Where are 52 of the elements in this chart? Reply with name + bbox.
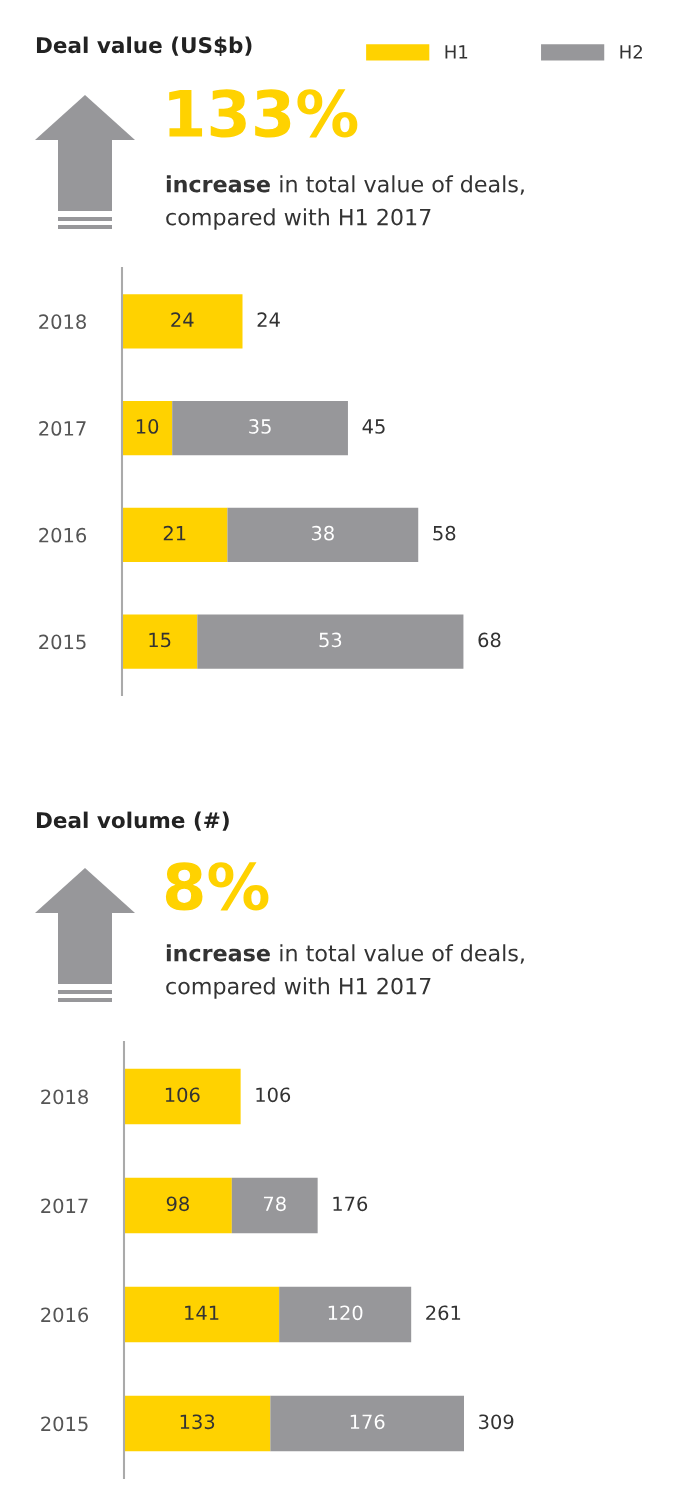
text: 133% xyxy=(169,89,358,138)
chart-subtitle: increase in total value of deals, compared with H1 2017 xyxy=(166,944,524,999)
bar xyxy=(124,1395,271,1452)
y-tick-label: 2016 xyxy=(41,1307,89,1323)
data-label: 78 xyxy=(263,1196,286,1212)
data-label: 15 xyxy=(149,632,171,648)
y-tick-label: 2016 xyxy=(39,527,87,543)
total-label: 176 xyxy=(333,1196,368,1212)
bar xyxy=(172,400,348,456)
data-label: 38 xyxy=(311,525,334,541)
chart-title: Deal volume (#) xyxy=(36,811,229,831)
y-tick-label: 2017 xyxy=(39,421,86,436)
y-tick-label: 2018 xyxy=(39,314,86,330)
bar xyxy=(270,1395,464,1452)
bar xyxy=(231,1177,318,1234)
bar xyxy=(124,1286,280,1343)
y-tick-label: 2015 xyxy=(41,1416,88,1432)
y-tick-label: 2018 xyxy=(41,1089,88,1105)
bar xyxy=(122,400,173,456)
chart-title: Deal value (US$b) xyxy=(36,36,252,57)
legend-label: H1 xyxy=(445,45,468,59)
total-label: 261 xyxy=(426,1305,461,1321)
bar xyxy=(227,507,419,563)
bar xyxy=(124,1177,232,1234)
total-label: 45 xyxy=(362,419,385,434)
data-label: 24 xyxy=(171,312,194,327)
data-label: 141 xyxy=(185,1305,219,1320)
data-label: 106 xyxy=(165,1087,200,1103)
legend-label: H2 xyxy=(620,45,642,59)
bar xyxy=(197,614,464,669)
total-label: 68 xyxy=(478,632,501,648)
data-label: 21 xyxy=(163,525,186,541)
total-label: 309 xyxy=(479,1414,514,1430)
text: 8% xyxy=(165,862,269,911)
data-label: 10 xyxy=(136,419,159,434)
bar xyxy=(124,1068,241,1125)
data-label: 133 xyxy=(180,1414,215,1430)
data-label: 120 xyxy=(328,1305,363,1321)
data-label: 53 xyxy=(319,632,342,648)
bar xyxy=(122,294,243,349)
bar xyxy=(122,507,228,563)
total-label: 106 xyxy=(256,1087,291,1103)
chart-subtitle: increase in total value of deals, compared with H1 2017 xyxy=(166,175,524,230)
total-label: 24 xyxy=(257,312,280,327)
data-label: 35 xyxy=(249,419,271,434)
bar xyxy=(279,1286,412,1343)
y-tick-label: 2015 xyxy=(39,634,86,650)
data-label: 98 xyxy=(166,1196,189,1212)
data-label: 176 xyxy=(350,1414,385,1430)
total-label: 58 xyxy=(433,525,456,541)
y-tick-label: 2017 xyxy=(41,1198,88,1214)
bar xyxy=(122,614,198,669)
